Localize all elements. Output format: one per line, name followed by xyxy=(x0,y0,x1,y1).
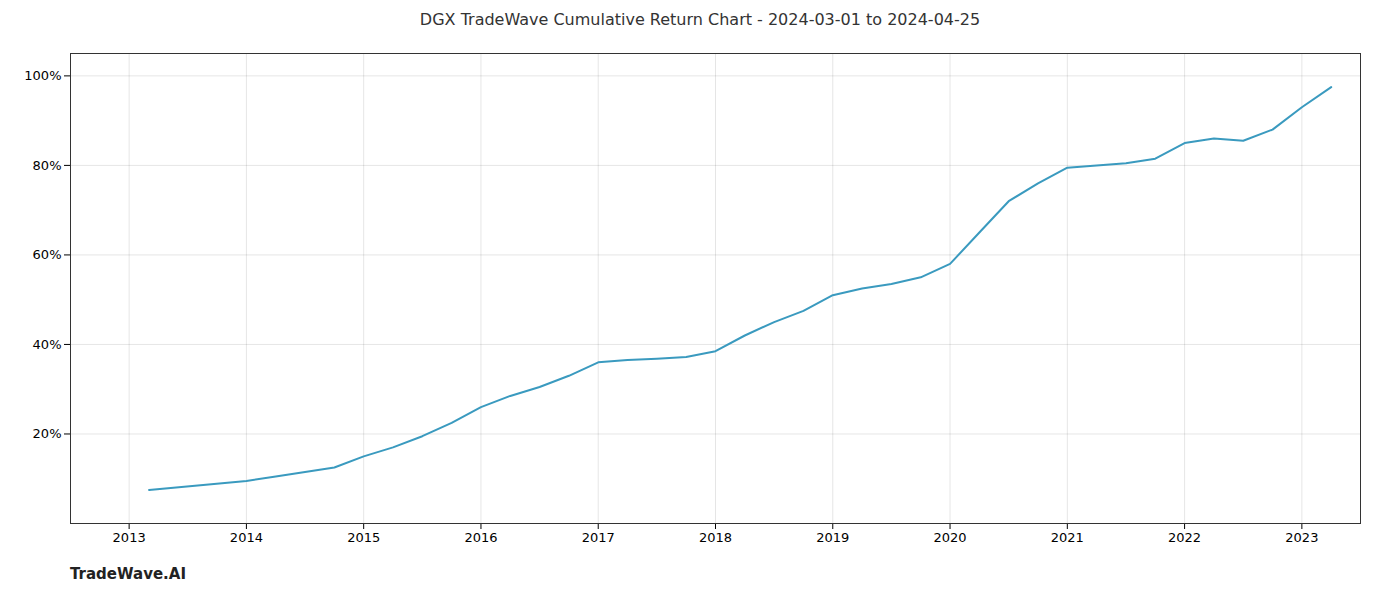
svg-text:2022: 2022 xyxy=(1168,530,1201,545)
svg-text:2015: 2015 xyxy=(347,530,380,545)
svg-text:2018: 2018 xyxy=(699,530,732,545)
svg-text:2021: 2021 xyxy=(1051,530,1084,545)
svg-text:2023: 2023 xyxy=(1285,530,1318,545)
html-text:TradeWave.AI: TradeWave.AI xyxy=(70,565,186,583)
svg-text:2020: 2020 xyxy=(933,530,966,545)
svg-text:100%: 100% xyxy=(24,68,61,83)
svg-text:2014: 2014 xyxy=(230,530,263,545)
svg-text:2019: 2019 xyxy=(816,530,849,545)
svg-text:80%: 80% xyxy=(33,158,62,173)
html-text:DGX TradeWave Cumulative Retur: DGX TradeWave Cumulative Return Chart - … xyxy=(419,10,981,29)
svg-text:20%: 20% xyxy=(33,426,62,441)
svg-text:60%: 60% xyxy=(33,247,62,262)
svg-text:2016: 2016 xyxy=(464,530,497,545)
svg-text:40%: 40% xyxy=(33,337,62,352)
svg-text:2013: 2013 xyxy=(113,530,146,545)
svg-text:2017: 2017 xyxy=(582,530,615,545)
